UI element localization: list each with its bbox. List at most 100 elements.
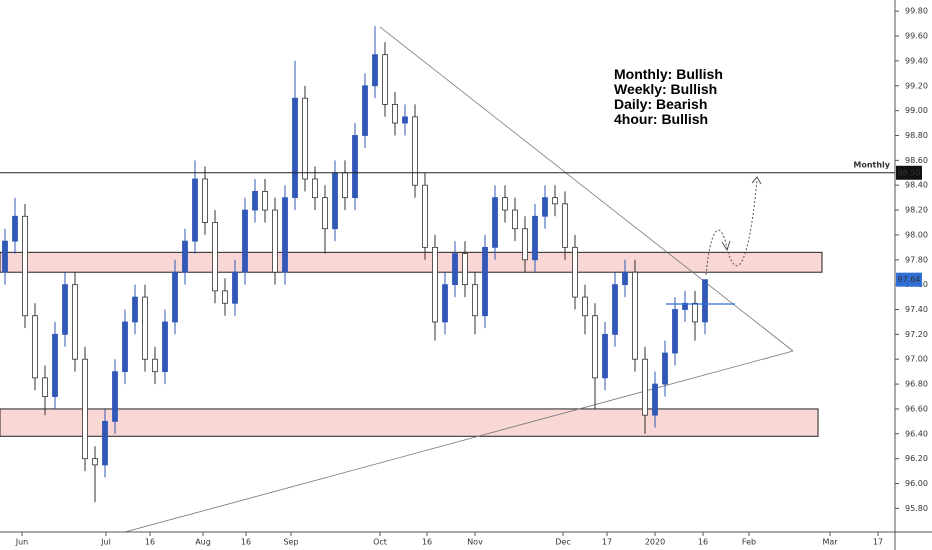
y-tick-label: 96.80 bbox=[905, 380, 928, 389]
level-price-tag bbox=[896, 165, 922, 180]
candle-body bbox=[272, 209, 278, 273]
candle-body bbox=[382, 54, 388, 105]
candle-body bbox=[252, 191, 258, 211]
candle-body bbox=[22, 215, 28, 317]
candle-body bbox=[422, 184, 428, 248]
candle-body bbox=[682, 302, 688, 310]
ascending-trendline bbox=[124, 350, 794, 533]
candle-body bbox=[662, 352, 668, 385]
candle-body bbox=[432, 246, 438, 323]
candle-body bbox=[92, 458, 98, 466]
candle-body bbox=[132, 296, 138, 323]
candle-body bbox=[82, 358, 88, 460]
candle-body bbox=[452, 253, 458, 286]
candle-body bbox=[192, 178, 198, 242]
candle-body bbox=[492, 197, 498, 248]
x-tick-label: 17 bbox=[602, 538, 612, 547]
y-tick-label: 98.80 bbox=[905, 131, 928, 140]
candle-body bbox=[102, 420, 108, 466]
candle-body bbox=[472, 284, 478, 317]
candle-body bbox=[612, 284, 618, 335]
y-tick-label: 95.80 bbox=[905, 504, 928, 513]
candle-body bbox=[352, 135, 358, 199]
candle-body bbox=[162, 321, 168, 373]
candle-body bbox=[502, 197, 508, 211]
y-tick-label: 98.60 bbox=[905, 156, 928, 165]
candle-body bbox=[222, 290, 228, 304]
zones bbox=[0, 251, 823, 437]
candle-body bbox=[232, 271, 238, 304]
candle-body bbox=[522, 228, 528, 261]
candle-body bbox=[462, 253, 468, 286]
annotation: Monthly: Bullish bbox=[614, 66, 723, 82]
candle-body bbox=[442, 284, 448, 323]
y-tick-label: 99.40 bbox=[905, 56, 928, 65]
x-tick-label: Oct bbox=[373, 538, 387, 547]
candle-body bbox=[412, 116, 418, 186]
candle-body bbox=[592, 315, 598, 379]
candle-body bbox=[52, 333, 58, 397]
candle-body bbox=[562, 203, 568, 248]
candle-body bbox=[512, 209, 518, 230]
candle-body bbox=[392, 104, 398, 124]
candle-body bbox=[652, 383, 658, 416]
x-tick-label: Feb bbox=[742, 538, 756, 547]
y-tick-label: 98.20 bbox=[905, 206, 928, 215]
y-tick-label: 99.20 bbox=[905, 81, 928, 90]
x-tick-label: Aug bbox=[195, 538, 211, 547]
candle-body bbox=[532, 215, 538, 261]
y-tick-label: 97.00 bbox=[905, 355, 928, 364]
last-price-label: 97.64 bbox=[898, 275, 921, 284]
candle-body bbox=[362, 85, 368, 136]
candle-body bbox=[402, 116, 408, 124]
candle-body bbox=[42, 377, 48, 397]
candle-body bbox=[12, 215, 18, 242]
candle-body bbox=[692, 302, 698, 323]
x-tick-label: Jun bbox=[15, 538, 29, 547]
candle-body bbox=[642, 358, 648, 416]
candle-body bbox=[262, 191, 268, 211]
projection-arrowhead bbox=[721, 240, 731, 252]
candle-body bbox=[322, 197, 328, 230]
x-tick-label: 2020 bbox=[645, 538, 665, 547]
candle-body bbox=[2, 240, 8, 273]
candle-body bbox=[172, 271, 178, 323]
y-tick-label: 99.80 bbox=[905, 7, 928, 16]
support-resistance-zone bbox=[0, 408, 819, 437]
candle-body bbox=[582, 296, 588, 317]
last-price-tag bbox=[896, 272, 922, 287]
y-tick-label: 98.40 bbox=[905, 181, 928, 190]
x-tick-label: Dec bbox=[555, 538, 570, 547]
annotation: 4hour: Bullish bbox=[614, 111, 708, 127]
candle-body bbox=[142, 296, 148, 360]
y-tick-label: 98.00 bbox=[905, 230, 928, 239]
y-tick-label: 99.60 bbox=[905, 32, 928, 41]
y-tick-label: 96.40 bbox=[905, 429, 928, 438]
x-tick-label: Sep bbox=[283, 538, 298, 547]
candle-body bbox=[602, 333, 608, 379]
candle-body bbox=[212, 222, 218, 292]
candle-body bbox=[62, 284, 68, 335]
x-tick-label: 16 bbox=[145, 538, 155, 547]
x-tick-label: 17 bbox=[873, 538, 883, 547]
candle-body bbox=[332, 172, 338, 230]
x-tick-label: Nov bbox=[467, 538, 483, 547]
y-tick-label: 96.20 bbox=[905, 454, 928, 463]
candle-body bbox=[372, 54, 378, 87]
annotation: Weekly: Bullish bbox=[614, 81, 717, 97]
candle-body bbox=[622, 271, 628, 286]
candle-body bbox=[152, 358, 158, 373]
candle-body bbox=[292, 97, 298, 199]
level-price-label: 98.50 bbox=[898, 168, 921, 177]
candle-body bbox=[702, 279, 708, 323]
candle-body bbox=[282, 197, 288, 273]
y-tick-label: 96.60 bbox=[905, 404, 928, 413]
projection-arrowhead bbox=[751, 176, 762, 185]
candle-body bbox=[32, 315, 38, 379]
candle-body bbox=[632, 271, 638, 360]
y-tick-label: 97.40 bbox=[905, 305, 928, 314]
candle-body bbox=[572, 246, 578, 298]
annotation: Daily: Bearish bbox=[614, 96, 707, 112]
candle-body bbox=[542, 197, 548, 217]
